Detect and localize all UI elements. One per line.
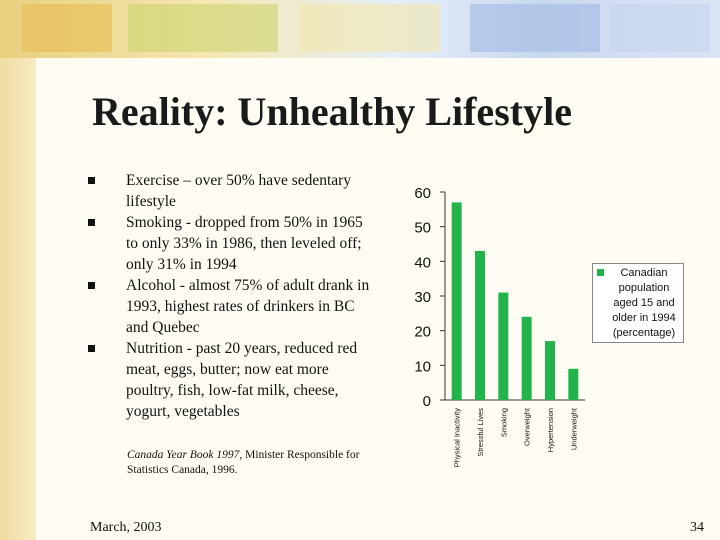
bar xyxy=(521,316,532,400)
bullet-item: Nutrition - past 20 years, reduced red m… xyxy=(88,338,378,422)
chart-legend: Canadian population aged 15 and older in… xyxy=(592,263,684,343)
decor-tile xyxy=(22,4,112,52)
citation-details: Minister Responsible for Statistics Cana… xyxy=(127,449,360,476)
bullet-list: Exercise – over 50% have sedentary lifes… xyxy=(88,170,378,422)
citation: Canada Year Book 1997, Minister Responsi… xyxy=(127,448,387,478)
decor-tile xyxy=(610,4,710,52)
bullet-item: Alcohol - almost 75% of adult drank in 1… xyxy=(88,275,378,338)
footer-date: March, 2003 xyxy=(90,520,162,535)
x-category-label: Hypertension xyxy=(546,408,555,452)
decor-tile xyxy=(128,4,278,52)
citation-source-title: Canada Year Book 1997, xyxy=(127,449,243,461)
x-category-label: Physical Inactivity xyxy=(453,408,462,467)
legend-swatch xyxy=(597,269,604,276)
bar-chart: 0 10 20 30 40 50 60 Physical Inactivity Stressfu… xyxy=(414,185,585,467)
bar xyxy=(568,368,579,400)
top-decor-band xyxy=(0,0,720,58)
slide-title: Reality: Unhealthy Lifestyle xyxy=(92,89,572,134)
decor-tile xyxy=(300,4,440,52)
bar xyxy=(451,202,462,400)
y-tick-label: 60 xyxy=(414,185,431,202)
y-tick-label: 50 xyxy=(414,220,431,237)
bullet-text: Smoking - dropped from 50% in 1965 to on… xyxy=(126,214,363,273)
square-bullet-icon xyxy=(88,345,95,352)
bullet-item: Exercise – over 50% have sedentary lifes… xyxy=(88,170,378,212)
x-category-label: Overweight xyxy=(523,407,532,446)
bar xyxy=(475,250,485,400)
bullet-text: Exercise – over 50% have sedentary lifes… xyxy=(126,172,352,210)
page-number: 34 xyxy=(690,520,704,535)
square-bullet-icon xyxy=(88,282,95,289)
legend-label: Canadian population aged 15 and older in… xyxy=(612,267,676,339)
bar xyxy=(498,292,509,400)
x-category-label: Underweight xyxy=(569,407,578,450)
bar xyxy=(545,341,555,400)
bullet-text: Nutrition - past 20 years, reduced red m… xyxy=(126,340,358,420)
bullet-text: Alcohol - almost 75% of adult drank in 1… xyxy=(126,277,370,336)
x-category-label: Stressful Lives xyxy=(476,408,485,457)
square-bullet-icon xyxy=(88,177,95,184)
x-category-label: Smoking xyxy=(499,408,508,437)
y-tick-label: 30 xyxy=(414,289,431,306)
bullet-item: Smoking - dropped from 50% in 1965 to on… xyxy=(88,212,378,275)
y-tick-label: 0 xyxy=(423,393,431,410)
y-tick-label: 20 xyxy=(414,324,431,341)
left-decor-strip xyxy=(0,0,36,540)
y-tick-label: 40 xyxy=(414,254,431,271)
decor-tile xyxy=(470,4,600,52)
square-bullet-icon xyxy=(88,219,95,226)
y-tick-label: 10 xyxy=(414,358,431,375)
